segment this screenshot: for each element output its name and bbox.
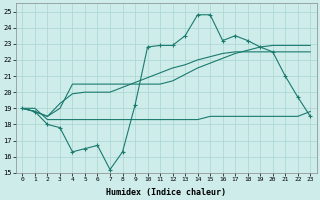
X-axis label: Humidex (Indice chaleur): Humidex (Indice chaleur) bbox=[106, 188, 226, 197]
